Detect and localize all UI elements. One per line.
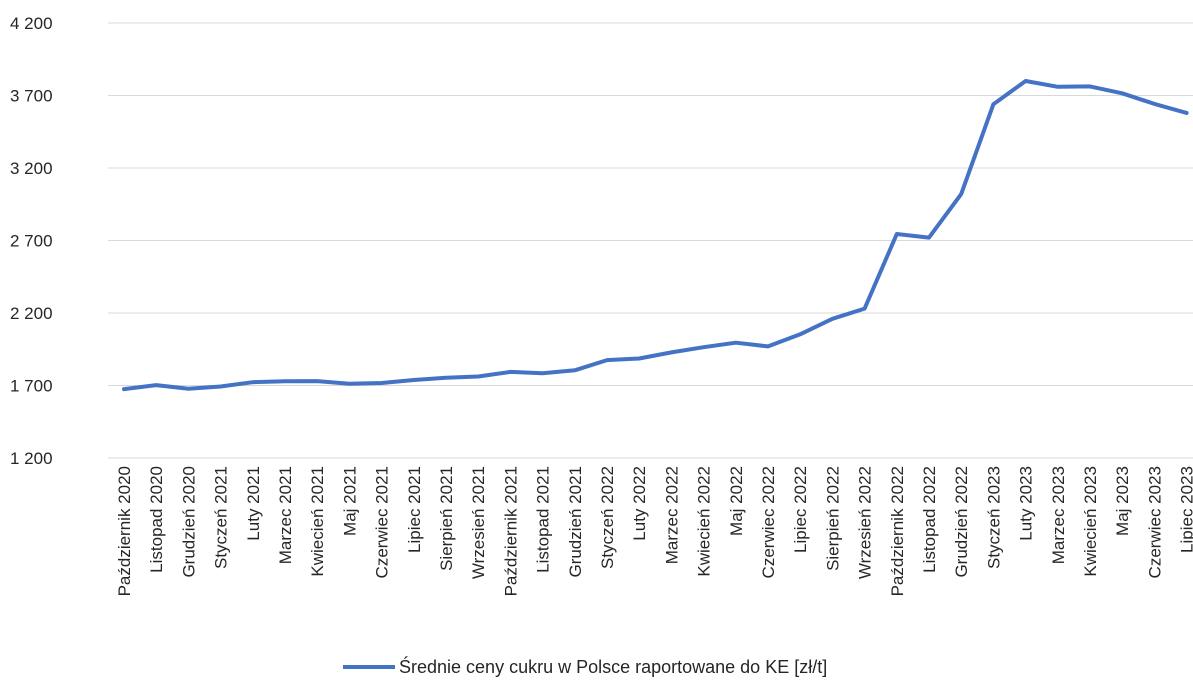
x-tick-label: Wrzesień 2022 (856, 466, 875, 579)
x-tick-label: Październik 2020 (115, 466, 134, 596)
x-tick-label: Lipiec 2023 (1178, 466, 1193, 553)
x-tick-label: Kwiecień 2021 (308, 466, 327, 577)
x-tick-label: Luty 2022 (630, 466, 649, 541)
x-tick-label: Styczeń 2023 (984, 466, 1003, 569)
y-tick-label: 1 200 (10, 449, 53, 468)
x-tick-label: Styczeń 2022 (598, 466, 617, 569)
x-tick-label: Czerwiec 2022 (759, 466, 778, 578)
x-axis-tick-labels: Październik 2020 Listopad 2020 Grudzień 20… (115, 466, 1193, 596)
y-tick-label: 3 200 (10, 159, 53, 178)
x-tick-label: Listopad 2022 (920, 466, 939, 573)
x-tick-label: Sierpień 2021 (437, 466, 456, 571)
gridlines (108, 22, 1193, 459)
x-tick-label: Listopad 2021 (534, 466, 553, 573)
y-tick-label: 2 700 (10, 232, 53, 251)
x-tick-label: Lipiec 2021 (405, 466, 424, 553)
x-tick-label: Październik 2021 (501, 466, 520, 596)
y-tick-label: 2 200 (10, 304, 53, 323)
x-tick-label: Lipiec 2022 (791, 466, 810, 553)
x-tick-label: Maj 2022 (727, 466, 746, 536)
x-tick-label: Marzec 2023 (1049, 466, 1068, 564)
legend: Średnie ceny cukru w Polsce raportowane … (343, 656, 827, 677)
x-tick-label: Maj 2021 (340, 466, 359, 536)
x-tick-label: Grudzień 2022 (952, 466, 971, 578)
y-axis-tick-labels: 1 200 1 700 2 200 2 700 3 200 3 700 4 200 (10, 14, 53, 468)
x-tick-label: Czerwiec 2021 (373, 466, 392, 578)
x-tick-label: Styczeń 2021 (212, 466, 231, 569)
series-layer (122, 79, 1189, 392)
x-tick-label: Luty 2023 (1017, 466, 1036, 541)
x-tick-label: Grudzień 2021 (566, 466, 585, 578)
legend-label: Średnie ceny cukru w Polsce raportowane … (399, 656, 827, 677)
x-tick-label: Kwiecień 2022 (695, 466, 714, 577)
x-tick-label: Czerwiec 2023 (1145, 466, 1164, 578)
x-tick-label: Luty 2021 (244, 466, 263, 541)
x-tick-label: Sierpień 2022 (823, 466, 842, 571)
x-tick-label: Marzec 2021 (276, 466, 295, 564)
y-tick-label: 1 700 (10, 377, 53, 396)
y-tick-label: 3 700 (10, 87, 53, 106)
y-tick-label: 4 200 (10, 14, 53, 33)
x-tick-label: Październik 2022 (888, 466, 907, 596)
x-tick-label: Wrzesień 2021 (469, 466, 488, 579)
x-tick-label: Kwiecień 2023 (1081, 466, 1100, 577)
series-line (122, 79, 1189, 392)
x-tick-label: Maj 2023 (1113, 466, 1132, 536)
x-tick-label: Marzec 2022 (662, 466, 681, 564)
x-tick-label: Grudzień 2020 (179, 466, 198, 578)
x-tick-label: Listopad 2020 (147, 466, 166, 573)
